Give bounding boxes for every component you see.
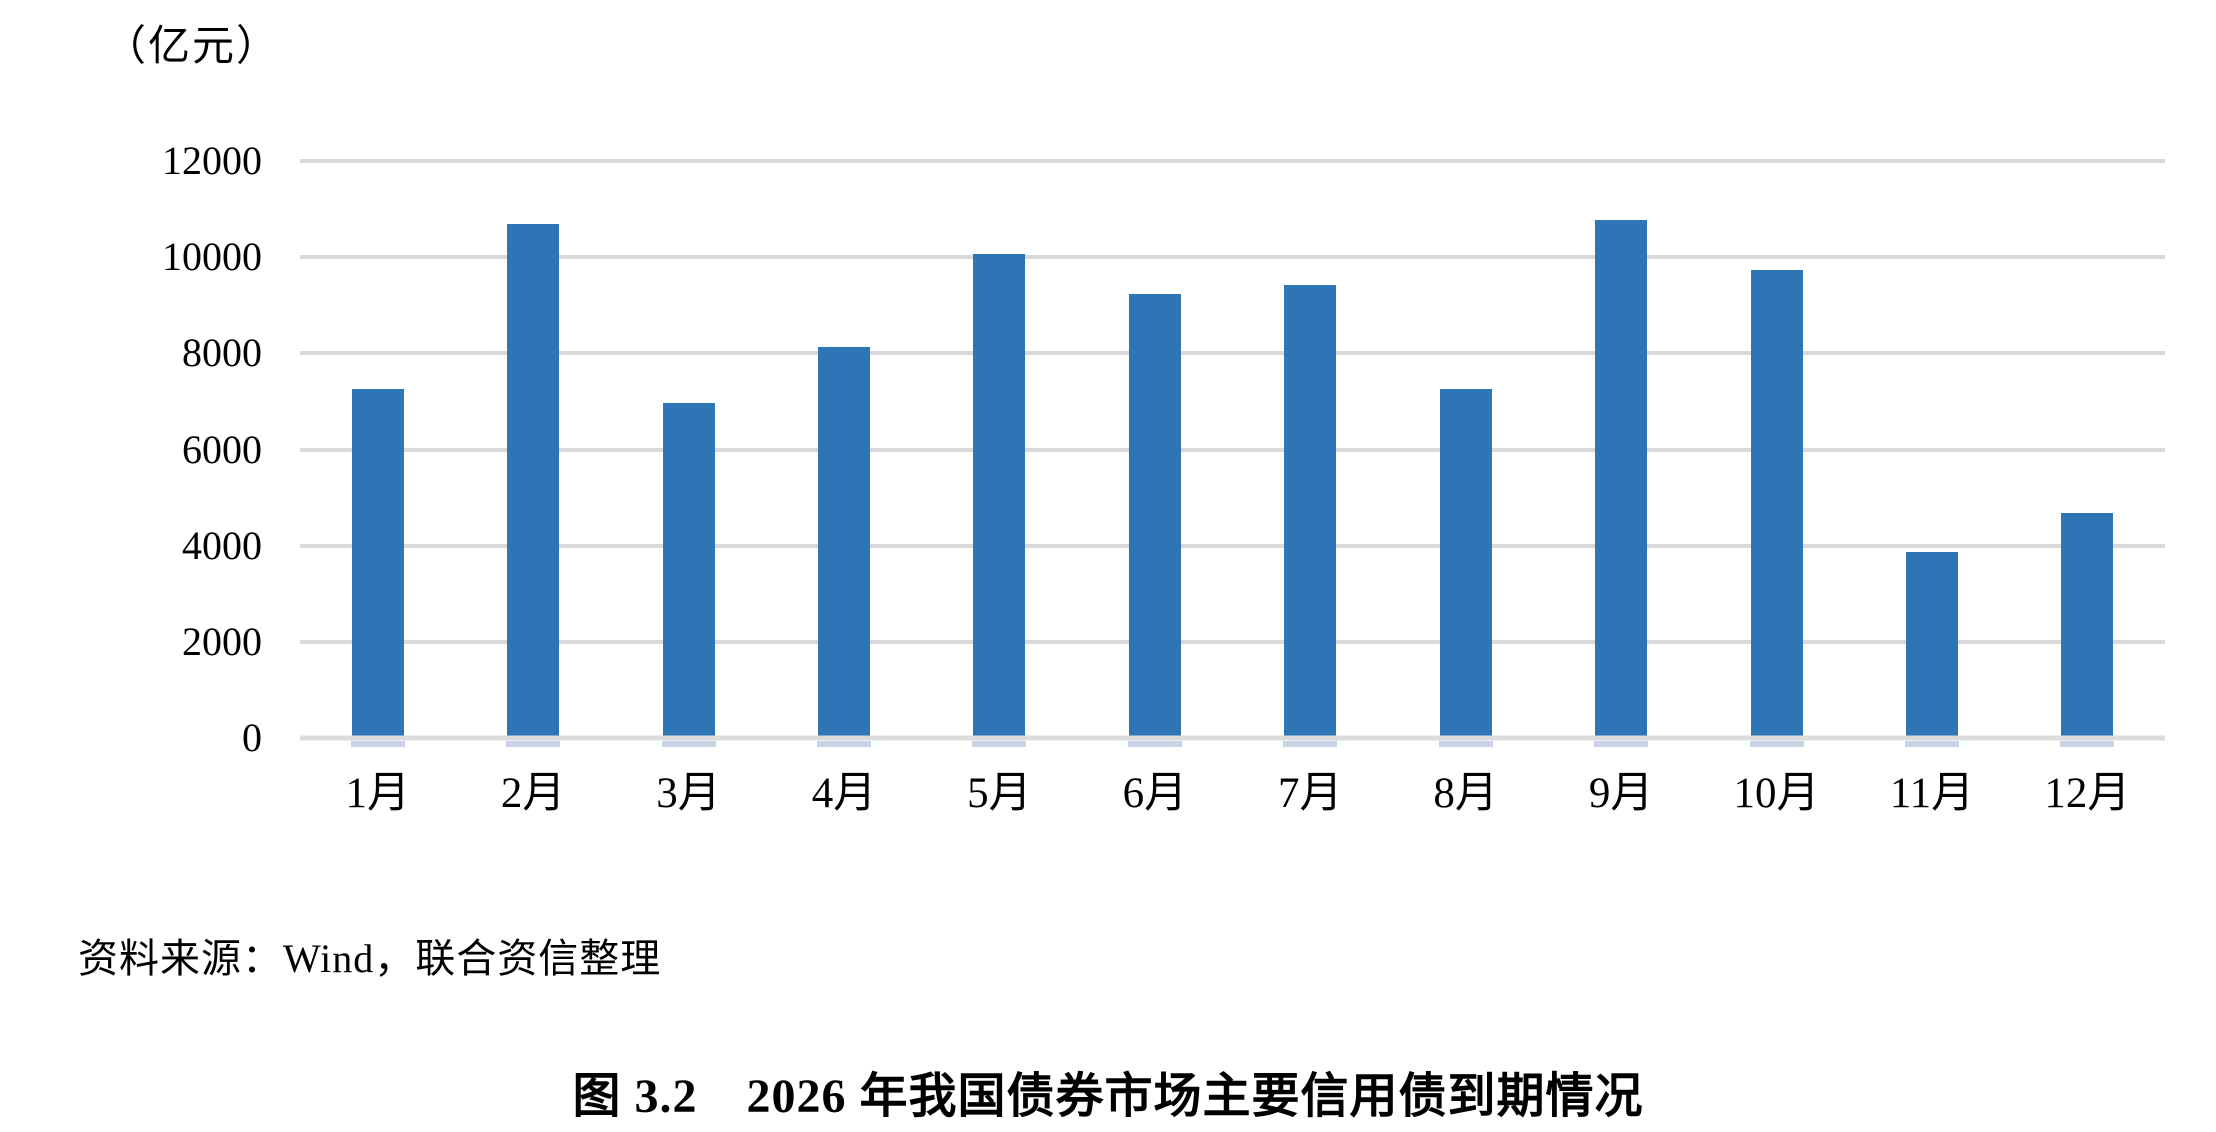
bar-shadow-11月 [1904, 741, 1959, 747]
x-axis-line [300, 735, 2165, 741]
bar-shadow-2月 [506, 741, 561, 747]
bar-8月 [1439, 388, 1492, 738]
x-tick-label-5月: 5月 [967, 770, 1032, 817]
bar-10月 [1750, 270, 1803, 738]
bar-shadow-8月 [1438, 741, 1493, 747]
bar-shadow-1月 [350, 741, 405, 747]
bar-shadow-10月 [1749, 741, 1804, 747]
y-tick-label-12000: 12000 [162, 138, 262, 183]
y-tick-label-4000: 4000 [182, 522, 262, 568]
x-tick-label-7月: 7月 [1277, 770, 1343, 817]
x-axis-labels: 1月 2月 3月 4月 5月 6月 7月 8月 9月 10月 11月 12月 [300, 770, 2165, 817]
bar-shadow-6月 [1127, 741, 1182, 747]
y-tick-label-10000: 10000 [162, 234, 262, 280]
bar-2月 [507, 224, 560, 738]
bar-shadow-4月 [816, 741, 871, 747]
x-tick-label-1月: 1月 [345, 770, 410, 817]
bar-slot-2月 [455, 161, 610, 747]
y-axis-unit-label: （亿元） [104, 24, 281, 70]
bar-slot-4月 [766, 161, 921, 747]
bar-3月 [662, 402, 715, 738]
bar-slot-6月 [1077, 161, 1232, 747]
bar-shadow-9月 [1594, 741, 1649, 747]
bar-slot-9月 [1543, 161, 1698, 747]
bar-slot-12月 [2010, 161, 2165, 747]
y-tick-label-6000: 6000 [182, 426, 262, 472]
bar-12月 [2061, 512, 2114, 738]
bar-shadow-12月 [2060, 741, 2115, 747]
y-tick-label-8000: 8000 [182, 330, 262, 376]
bar-7月 [1284, 284, 1337, 738]
gridline-8000 [300, 351, 2165, 356]
gridline-10000 [300, 255, 2165, 260]
bar-slot-1月 [300, 161, 455, 747]
bar-5月 [973, 253, 1026, 738]
bars-layer [300, 161, 2165, 747]
bar-slot-3月 [611, 161, 766, 747]
x-tick-label-3月: 3月 [656, 770, 721, 817]
gridline-6000 [300, 447, 2165, 452]
bar-4月 [817, 347, 870, 738]
bar-shadow-3月 [661, 741, 716, 747]
bar-slot-5月 [922, 161, 1077, 747]
x-tick-label-9月: 9月 [1588, 770, 1654, 817]
x-tick-label-11月: 11月 [1889, 770, 1975, 817]
x-tick-label-2月: 2月 [500, 770, 566, 817]
bar-11月 [1905, 551, 1958, 738]
bar-6月 [1128, 293, 1181, 738]
x-tick-label-12月: 12月 [2044, 770, 2131, 817]
gridline-4000 [300, 543, 2165, 548]
bar-slot-8月 [1388, 161, 1543, 747]
figure-title: 图 3.2 2026 年我国债券市场主要信用债到期情况 [572, 1070, 1644, 1123]
bar-1月 [351, 388, 404, 738]
bar-shadow-5月 [972, 741, 1027, 747]
bar-slot-11月 [1854, 161, 2009, 747]
x-tick-label-4月: 4月 [811, 770, 877, 817]
bar-slot-10月 [1699, 161, 1854, 747]
bar-9月 [1595, 219, 1648, 738]
source-note: 资料来源：Wind，联合资信整理 [78, 936, 662, 981]
x-tick-label-10月: 10月 [1733, 770, 1820, 817]
plot-area: 0 2000 4000 6000 8000 10000 12000 1月 2月 3月 4月 5月 6月… [162, 141, 2165, 817]
x-tick-label-6月: 6月 [1122, 770, 1188, 817]
gridline-2000 [300, 639, 2165, 644]
bar-shadow-7月 [1283, 741, 1338, 747]
y-tick-label-0: 0 [242, 715, 262, 760]
gridlines-layer: 0 2000 4000 6000 8000 10000 12000 [162, 141, 2165, 758]
bar-slot-7月 [1233, 161, 1388, 747]
gridline-12000 [300, 159, 2165, 163]
y-tick-label-2000: 2000 [182, 618, 262, 664]
x-tick-label-8月: 8月 [1433, 770, 1498, 817]
